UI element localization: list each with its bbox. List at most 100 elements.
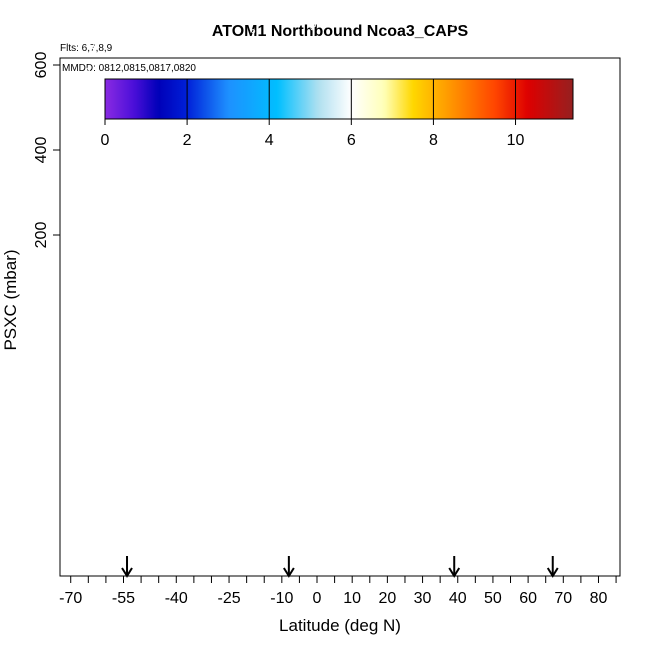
sample-point [569,7,574,12]
sample-point [111,173,116,178]
sample-point [570,188,575,193]
sample-point [89,212,94,217]
sample-point [450,235,455,240]
sample-point [443,190,448,195]
flights-label: Flts: 6,7,8,9 [60,43,113,54]
sample-point [117,235,122,240]
sample-point [517,52,522,57]
sample-point [507,190,512,195]
sample-point [379,162,384,167]
sample-point [188,201,193,206]
sample-point [537,35,542,40]
sample-point [84,219,89,224]
sample-point [298,50,303,55]
sample-point [286,145,291,150]
sample-point [141,52,146,57]
sample-point [516,190,521,195]
sample-point [516,142,521,147]
sample-point [154,209,159,214]
sample-point [179,201,184,206]
sample-point [251,29,256,34]
sample-point [95,118,100,123]
colorbar-tick-label: 8 [429,132,438,149]
sample-point [548,66,553,71]
sample-point [527,32,532,37]
sample-point [126,222,131,227]
x-tick-label: 20 [378,590,396,607]
sample-point [145,127,150,132]
sample-point [236,13,241,18]
sample-point [540,58,545,63]
sample-point [576,219,581,224]
sample-point [105,155,110,160]
sample-point [159,209,164,214]
sample-point [337,194,342,199]
sample-point [235,202,240,207]
sample-point [154,215,159,220]
colorbar-tick-label: 0 [101,132,110,149]
sample-point [543,216,548,221]
sample-point [434,190,439,195]
sample-point [553,214,558,219]
sample-point [457,190,462,195]
y-axis: 2004006008001000 [33,52,60,249]
sample-point [540,179,545,184]
sample-point [475,190,480,195]
flight-markers [121,556,559,578]
sample-point [553,75,558,80]
sample-point [103,2,108,7]
sample-point [489,190,494,195]
sample-point [140,209,145,214]
sample-point [580,226,585,231]
sample-point [478,159,483,164]
sample-point [81,24,86,29]
sample-point [89,228,94,233]
sample-point [570,157,575,162]
sample-point [170,201,175,206]
sample-point [548,190,553,195]
sample-point [570,168,575,173]
sample-point [172,209,177,214]
sample-point [586,75,591,80]
sample-point [561,209,566,214]
sample-point [149,209,154,214]
sample-point [452,190,457,195]
sample-point [563,229,568,234]
colorbar-tick-label: 2 [183,132,192,149]
colorbar-tick-label: 10 [507,132,525,149]
sample-point [525,192,530,197]
sample-point [117,159,122,164]
sample-point [174,201,179,206]
y-tick-label: 200 [33,222,50,249]
sample-point [388,10,393,15]
sample-point [79,141,84,146]
sample-point [167,14,172,19]
sample-point [566,60,571,65]
x-axis: -70 -55 -40 -25 -10 0 10 20 30 40 50 60 70 80 [59,576,617,607]
sample-point [115,132,120,137]
sample-point [512,190,517,195]
sample-point [461,190,466,195]
sample-point [589,235,594,240]
sample-point [518,173,523,178]
sample-point [124,43,129,48]
sample-point [137,9,142,14]
sample-point [471,73,476,78]
sample-point [84,194,89,199]
sample-point [85,81,90,86]
y-tick-label: 400 [33,137,50,164]
sample-point [203,41,208,46]
plot-frame [59,57,621,577]
sample-point [360,143,365,148]
sample-point [529,45,534,50]
sample-point [470,190,475,195]
sample-point [564,221,569,226]
sample-point [319,226,324,231]
sample-point [528,163,533,168]
x-tick-label: 60 [519,590,537,607]
sample-point [124,218,129,223]
sample-point [502,190,507,195]
sample-point [83,70,88,75]
sample-point [88,114,93,119]
